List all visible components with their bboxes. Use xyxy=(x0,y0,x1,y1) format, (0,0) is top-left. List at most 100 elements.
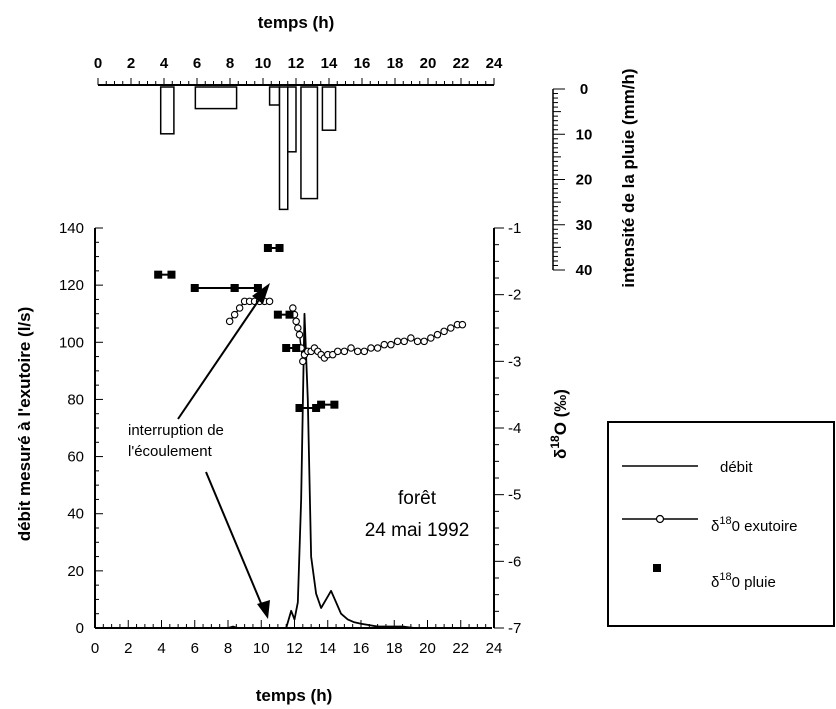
exutoire-point xyxy=(427,334,435,342)
pluie-marker xyxy=(253,284,262,292)
exutoire-point xyxy=(347,344,355,352)
rain-x-tick-labels: 0 2 4 6 8 10 12 14 16 18 20 22 24 xyxy=(94,55,503,72)
annotation-interruption: interruption de l'écoulement xyxy=(128,283,270,619)
main-x-tick-label: 12 xyxy=(286,640,303,657)
main-y-tick-label: 0 xyxy=(76,620,84,637)
exutoire-point xyxy=(440,327,448,336)
exutoire-point xyxy=(294,324,302,332)
exutoire-point xyxy=(360,347,369,356)
legend-exutoire-rest: 0 exutoire xyxy=(732,518,798,535)
annotation-foret: forêt 24 mai 1992 xyxy=(365,488,470,541)
main-panel: 0 2 4 6 8 10 12 14 16 18 20 22 24 020406080100120140… xyxy=(15,220,570,705)
rain-x-tick-label: 18 xyxy=(387,55,404,72)
exutoire-point xyxy=(400,337,408,346)
main-y2-ticks xyxy=(494,227,504,629)
rain-x-tick-label: 22 xyxy=(453,55,470,72)
pluie-marker xyxy=(282,344,291,352)
legend-debit-label: débit xyxy=(720,459,753,476)
annotation-arrowhead-down xyxy=(257,600,270,619)
main-x-tick-label: 8 xyxy=(224,640,232,657)
main-y-tick-label: 20 xyxy=(67,563,84,580)
main-y-tick-labels: 0 20 40 60 80 100 120 140 xyxy=(59,220,84,637)
rain-bar xyxy=(300,86,319,200)
legend-exutoire-label: δ180 exutoire xyxy=(711,515,797,535)
rain-bar xyxy=(268,86,281,106)
debit-line xyxy=(227,312,415,629)
main-x-tick-label: 24 xyxy=(486,640,503,657)
annotation-foret-line1: forêt xyxy=(398,488,437,509)
rain-x-tick-label: 8 xyxy=(226,55,234,72)
main-x-tick-label: 2 xyxy=(124,640,132,657)
main-y2-title: δ18O (‰) xyxy=(548,389,570,459)
rain-y-tick-label: 0 xyxy=(580,81,588,98)
rain-x-tick-label: 4 xyxy=(160,55,169,72)
main-y-ticks xyxy=(95,227,103,629)
series-delta-pluie xyxy=(154,244,339,412)
exutoire-point xyxy=(413,337,422,346)
exutoire-point xyxy=(433,330,442,339)
rain-bar xyxy=(321,86,337,131)
main-y2-tick-label: -4 xyxy=(508,420,521,437)
exutoire-point xyxy=(458,320,467,329)
legend: débit δ180 exutoire δ180 pluie xyxy=(607,421,835,627)
main-x-ticks xyxy=(94,620,495,628)
main-x-tick-label: 10 xyxy=(253,640,270,657)
main-x-tick-label: 20 xyxy=(419,640,436,657)
y2-title-delta: δ xyxy=(551,449,570,459)
legend-pluie-rest: 0 pluie xyxy=(732,574,776,591)
exutoire-point xyxy=(225,317,234,326)
exutoire-point xyxy=(299,357,307,366)
pluie-marker xyxy=(273,310,282,319)
main-y2-tick-label: -2 xyxy=(508,287,521,304)
pluie-marker xyxy=(312,404,321,412)
pluie-marker xyxy=(295,404,304,412)
main-y-tick-label: 40 xyxy=(67,506,84,523)
main-x-tick-label: 0 xyxy=(91,640,99,657)
main-x-tick-label: 22 xyxy=(452,640,469,657)
exutoire-point xyxy=(407,334,415,342)
annotation-arrowhead-up xyxy=(252,283,270,304)
exutoire-point xyxy=(235,304,244,312)
rain-y-tick-labels: 0 10 20 30 40 xyxy=(576,81,593,279)
main-y2-tick-label: -1 xyxy=(508,220,521,237)
main-y-title: débit mesuré à l'exutoire (l/s) xyxy=(15,307,34,542)
rain-y-ticks xyxy=(553,88,565,271)
y2-title-rest: O (‰) xyxy=(551,389,570,435)
exutoire-point xyxy=(367,344,375,352)
rain-x-tick-label: 2 xyxy=(127,55,135,72)
rain-panel: temps (h) 0 2 4 6 8 10 12 14 16 18 20 22 24 01020304… xyxy=(94,13,638,288)
exutoire-point xyxy=(387,340,395,349)
legend-exutoire-delta: δ xyxy=(711,518,719,535)
y2-title-sup: 18 xyxy=(548,435,562,449)
exutoire-point xyxy=(265,297,274,306)
rain-x-tick-label: 12 xyxy=(288,55,305,72)
exutoire-point xyxy=(328,350,337,359)
rain-y-tick-label: 30 xyxy=(576,217,593,234)
exutoire-point xyxy=(289,304,297,312)
main-x-tick-label: 14 xyxy=(319,640,336,657)
annotation-interruption-line1: interruption de xyxy=(128,422,224,439)
rain-bars xyxy=(159,86,337,211)
legend-pluie-marker xyxy=(653,564,661,572)
series-debit xyxy=(227,312,415,629)
annotation-foret-line2: 24 mai 1992 xyxy=(365,520,470,541)
exutoire-point xyxy=(230,310,239,319)
main-y2-tick-label: -6 xyxy=(508,553,521,570)
rain-x-ticks xyxy=(97,78,495,85)
legend-box xyxy=(607,421,835,627)
main-x-tick-label: 4 xyxy=(157,640,165,657)
legend-pluie-sup: 18 xyxy=(719,571,731,583)
legend-exutoire-sup: 18 xyxy=(719,515,731,527)
exutoire-point xyxy=(292,317,300,326)
main-y2-tick-label: -7 xyxy=(508,620,521,637)
main-y-tick-label: 140 xyxy=(59,220,84,237)
pluie-marker xyxy=(263,244,272,252)
main-y2-tick-label: -3 xyxy=(508,353,521,370)
exutoire-point xyxy=(380,340,389,349)
exutoire-point xyxy=(340,347,349,356)
pluie-marker xyxy=(190,284,199,292)
rain-x-tick-label: 20 xyxy=(420,55,437,72)
rain-x-title: temps (h) xyxy=(258,13,335,32)
rain-bar xyxy=(287,86,297,153)
